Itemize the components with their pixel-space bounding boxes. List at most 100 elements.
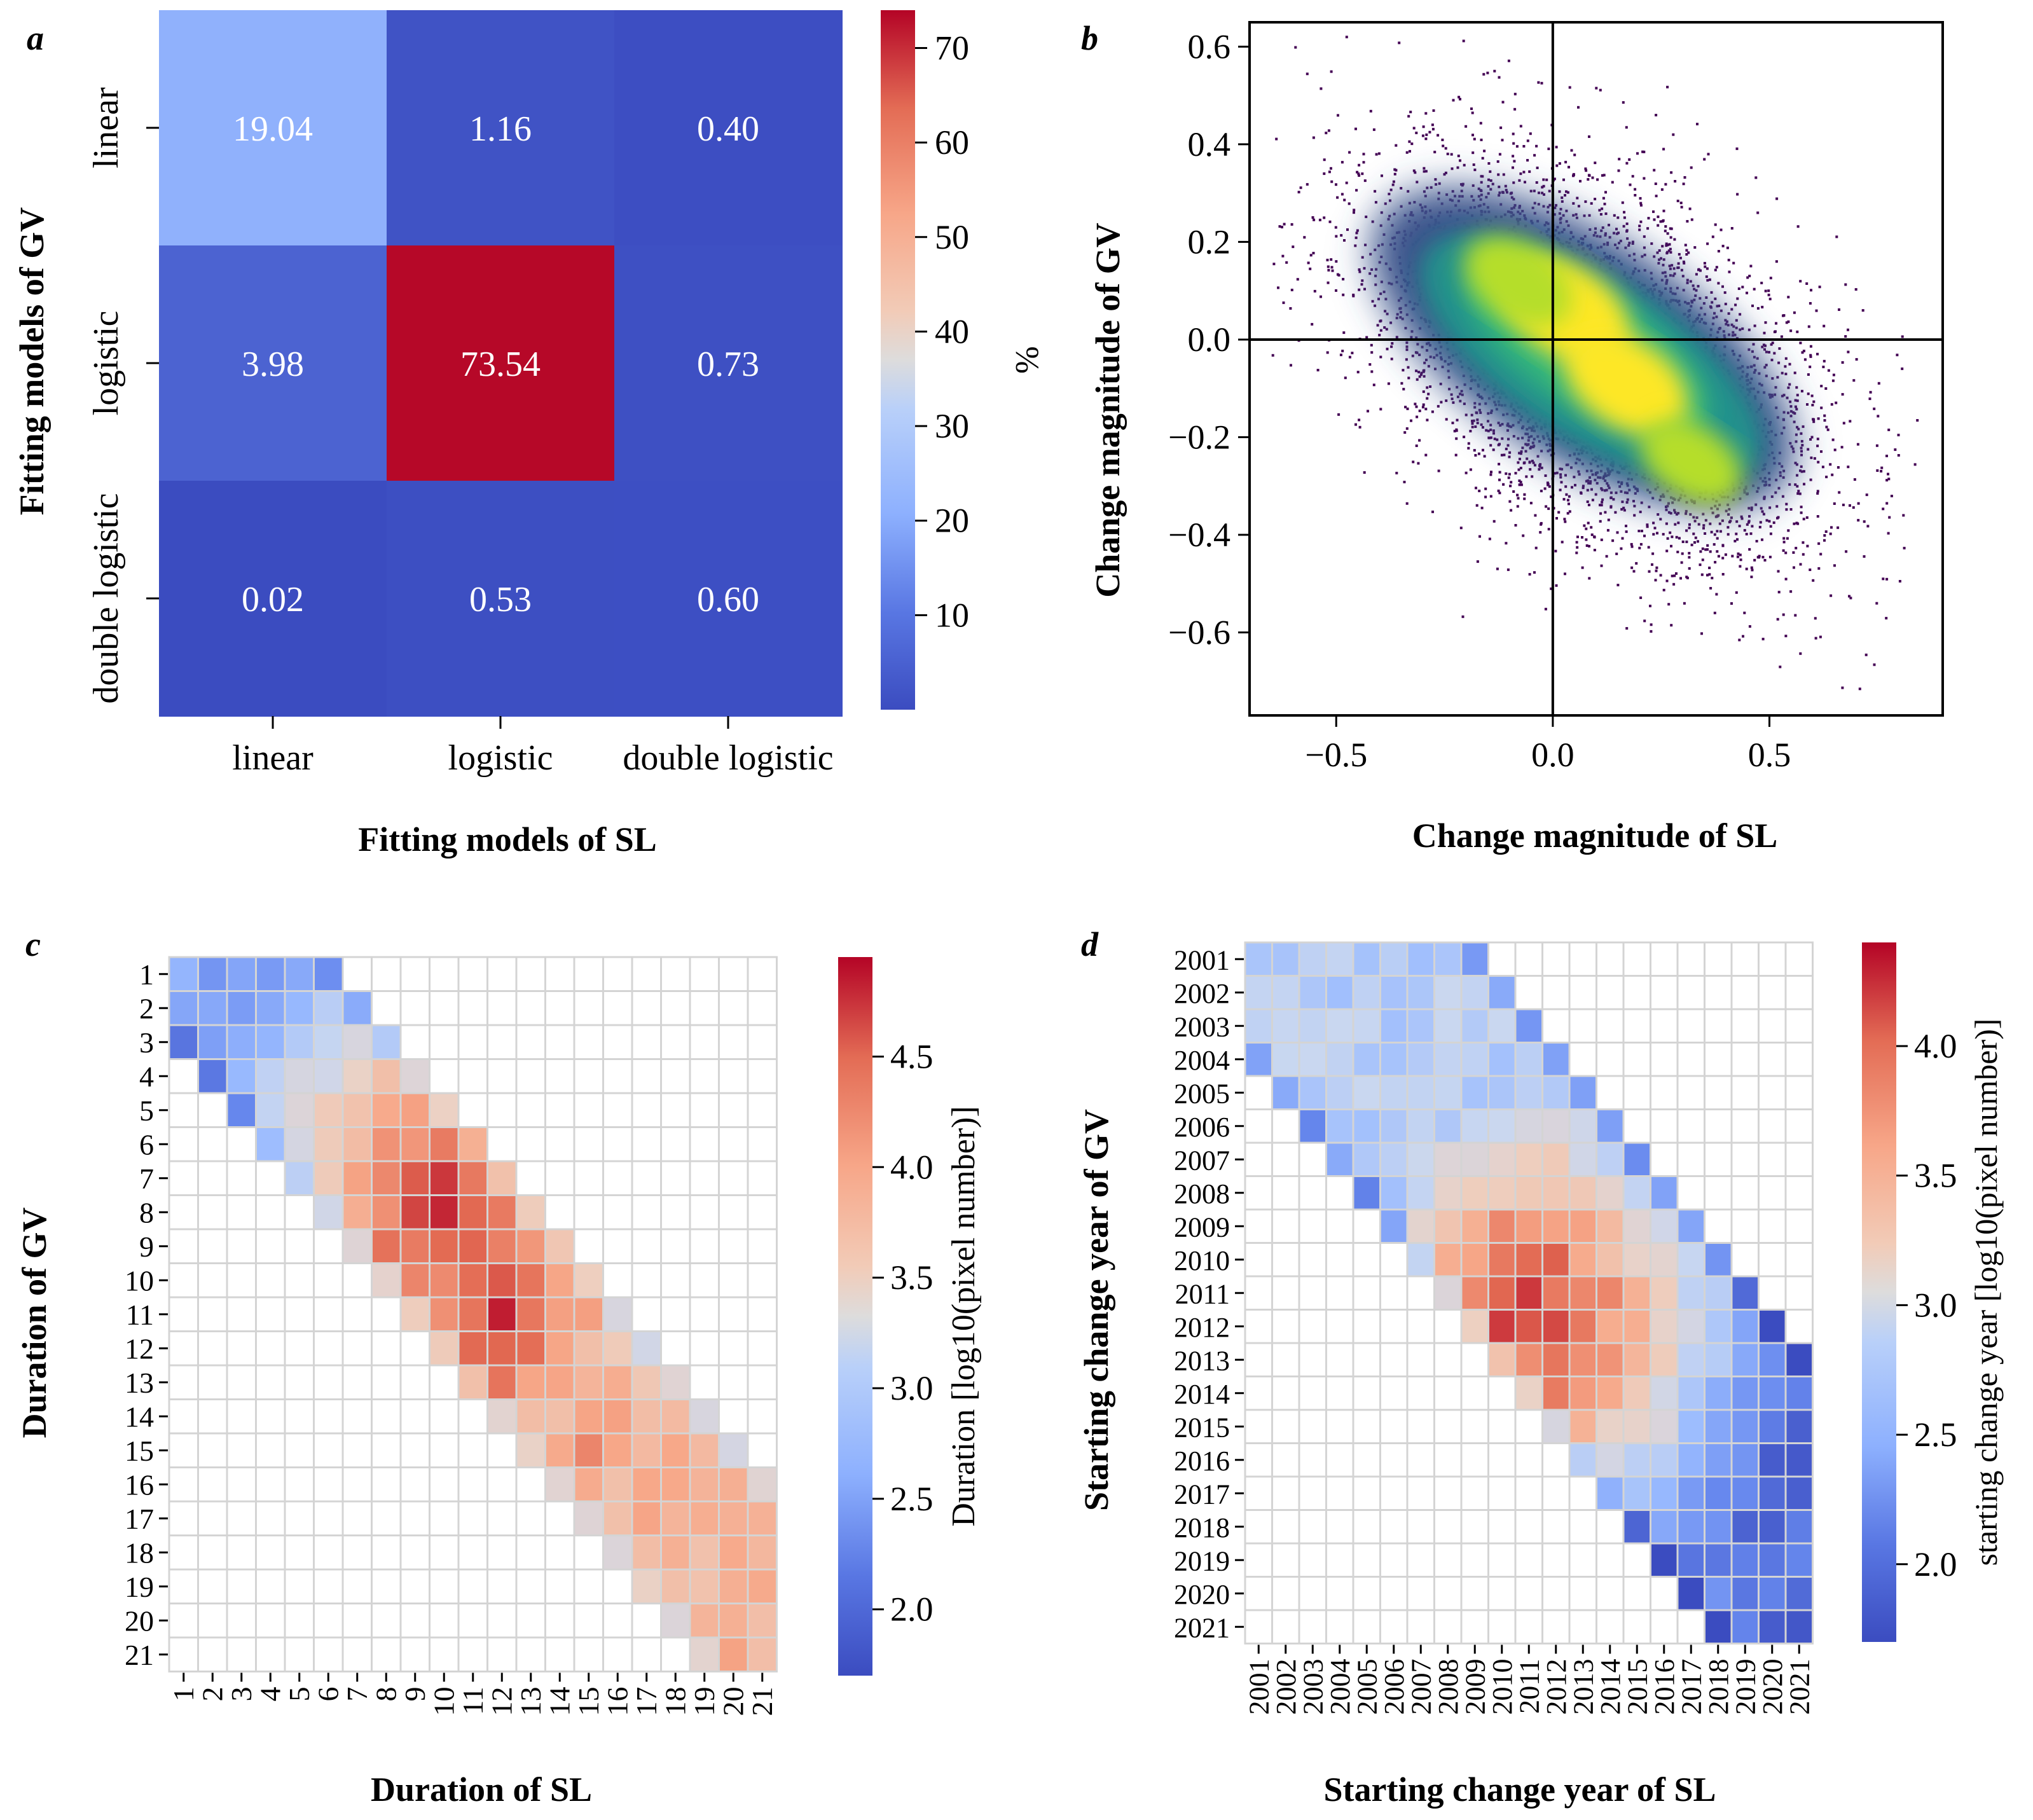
scatter-point — [1680, 268, 1683, 272]
scatter-point — [1461, 183, 1464, 186]
scatter-point — [1852, 379, 1856, 382]
scatter-point — [1540, 490, 1543, 493]
scatter-point — [1788, 383, 1791, 386]
scatter-point — [1692, 532, 1695, 535]
scatter-point — [1575, 213, 1578, 216]
scatter-point — [1590, 488, 1593, 491]
scatter-point — [1769, 525, 1772, 528]
scatter-point — [1745, 567, 1748, 570]
scatter-point — [1706, 548, 1709, 551]
scatter-point — [1749, 532, 1753, 535]
x-tick-label: double logistic — [623, 738, 833, 778]
scatter-point — [1421, 406, 1424, 409]
scatter-point — [1443, 173, 1446, 176]
scatter-point — [1356, 170, 1359, 174]
scatter-point — [1769, 532, 1772, 535]
scatter-point — [1634, 188, 1637, 191]
scatter-point — [1605, 555, 1608, 558]
scatter-point — [1785, 508, 1788, 511]
scatter-point — [1524, 181, 1526, 184]
scatter-point — [1764, 344, 1767, 347]
scatter-point — [1296, 278, 1299, 281]
scatter-point — [1405, 427, 1409, 430]
scatter-point — [1516, 505, 1519, 508]
scatter-point — [1503, 453, 1506, 457]
scatter-point — [1412, 169, 1416, 172]
scatter-point — [1841, 361, 1844, 364]
scatter-point — [1588, 214, 1591, 217]
scatter-point — [1786, 396, 1789, 399]
scatter-point — [1585, 544, 1588, 547]
scatter-point — [1679, 202, 1683, 205]
scatter-point — [1368, 363, 1372, 366]
scatter-point — [1673, 238, 1676, 241]
scatter-point — [1593, 535, 1596, 538]
scatter-point — [1706, 267, 1709, 270]
scatter-point — [1679, 256, 1682, 259]
scatter-point — [1784, 373, 1788, 376]
scatter-point — [1508, 500, 1512, 503]
scatter-point — [1767, 293, 1770, 296]
scatter-point — [1751, 350, 1754, 353]
scatter-point — [1335, 235, 1338, 238]
scatter-point — [1659, 518, 1662, 521]
scatter-point — [1299, 186, 1302, 190]
scatter-point — [1803, 358, 1807, 361]
scatter-point — [1328, 220, 1332, 223]
scatter-point — [1709, 550, 1712, 553]
scatter-point — [1647, 217, 1650, 220]
scatter-point — [1669, 267, 1672, 270]
scatter-point — [1647, 546, 1650, 549]
scatter-point — [1837, 526, 1840, 529]
scatter-point — [1796, 330, 1799, 333]
scatter-point — [1680, 561, 1683, 564]
scatter-point — [1604, 212, 1608, 216]
scatter-point — [1559, 473, 1562, 476]
scatter-point — [1599, 213, 1602, 216]
scatter-point — [1601, 226, 1604, 229]
scatter-point — [1487, 185, 1490, 188]
scatter-point — [1761, 556, 1765, 559]
scatter-point — [1371, 220, 1374, 223]
scatter-point — [1510, 481, 1513, 484]
scatter-point — [1374, 283, 1377, 286]
scatter-point — [1796, 394, 1799, 397]
scatter-point — [1379, 320, 1382, 323]
scatter-point — [1587, 521, 1590, 525]
scatter-point — [1623, 210, 1625, 214]
scatter-point — [1629, 183, 1632, 186]
scatter-point — [1533, 464, 1536, 467]
scatter-point — [1844, 283, 1847, 286]
scatter-point — [1561, 200, 1564, 203]
scatter-point — [1857, 502, 1860, 505]
scatter-point — [1489, 188, 1492, 191]
scatter-point — [1374, 190, 1377, 193]
scatter-point — [1487, 420, 1489, 423]
scatter-point — [1426, 418, 1429, 422]
panel-a-colorbar — [881, 10, 915, 710]
scatter-point — [1719, 228, 1723, 231]
scatter-point — [1705, 275, 1708, 279]
scatter-point — [1386, 312, 1389, 315]
scatter-point — [1653, 255, 1656, 258]
scatter-point — [1888, 516, 1891, 519]
scatter-point — [1519, 172, 1522, 176]
scatter-point — [1562, 178, 1565, 181]
scatter-point — [1799, 280, 1802, 283]
scatter-point — [1568, 510, 1571, 513]
scatter-point — [1424, 170, 1428, 173]
scatter-point — [1418, 439, 1421, 442]
scatter-point — [1838, 308, 1840, 311]
scatter-point — [1724, 553, 1727, 556]
scatter-point — [1320, 87, 1323, 90]
scatter-point — [1600, 538, 1603, 541]
y-tick-label: linear — [86, 87, 126, 169]
scatter-point — [1705, 296, 1708, 299]
scatter-point — [1795, 386, 1798, 389]
scatter-point — [1606, 528, 1609, 532]
scatter-point — [1768, 506, 1772, 509]
scatter-point — [1810, 436, 1814, 439]
scatter-point — [1901, 335, 1904, 338]
scatter-point — [1664, 225, 1667, 228]
scatter-point — [1575, 551, 1578, 555]
